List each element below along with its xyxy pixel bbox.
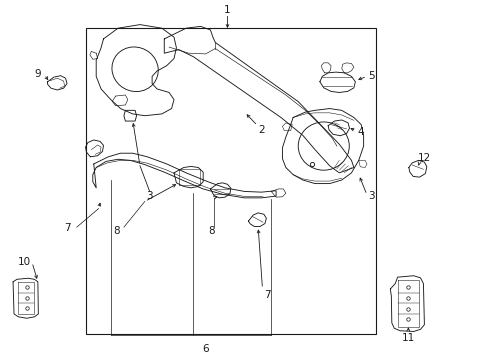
Text: 5: 5 xyxy=(368,71,374,81)
Bar xyxy=(86,28,375,334)
Text: 7: 7 xyxy=(264,290,270,300)
Text: 4: 4 xyxy=(357,127,364,137)
Text: 7: 7 xyxy=(63,223,70,233)
Text: 9: 9 xyxy=(35,68,41,78)
Text: 10: 10 xyxy=(18,257,30,267)
Text: 8: 8 xyxy=(113,226,120,236)
Text: 11: 11 xyxy=(401,333,414,343)
Text: 12: 12 xyxy=(417,153,430,163)
Text: 6: 6 xyxy=(202,343,208,354)
Text: 3: 3 xyxy=(146,191,153,201)
Text: 3: 3 xyxy=(368,191,374,201)
Text: 2: 2 xyxy=(258,125,264,135)
Text: 1: 1 xyxy=(224,5,230,15)
Text: 8: 8 xyxy=(208,226,214,236)
